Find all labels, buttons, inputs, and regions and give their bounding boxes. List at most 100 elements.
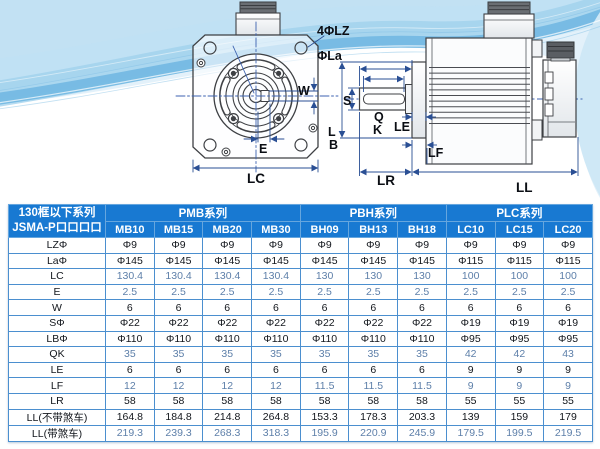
label-phila: ΦLa — [317, 49, 343, 63]
table-cell: 55 — [494, 392, 545, 410]
table-cell: 214.8 — [202, 408, 253, 426]
table-cell: Φ19 — [445, 314, 496, 332]
table-row: E 2.5 2.5 2.5 2.5 2.5 2.5 2.5 2.5 2.5 2.5 — [8, 283, 593, 301]
label-l: L — [328, 125, 336, 139]
table-cell: 268.3 — [202, 424, 253, 442]
table-row: LE 6 6 6 6 6 6 6 9 9 9 — [8, 361, 593, 379]
table-cell: 9 — [543, 361, 593, 379]
label-b: B — [329, 138, 338, 152]
table-cell: 2.5 — [543, 283, 593, 301]
table-cell: 2.5 — [202, 283, 253, 301]
model-header: LC15 — [494, 221, 545, 238]
table-cell: 220.9 — [348, 424, 399, 442]
table-cell: 2.5 — [105, 283, 155, 301]
table-cell: 6 — [299, 361, 350, 379]
table-cell: 58 — [251, 392, 301, 410]
table-cell: Φ115 — [445, 252, 496, 270]
table-cell: 199.5 — [494, 424, 545, 442]
table-cell: 2.5 — [153, 283, 204, 301]
table-cell: 2.5 — [348, 283, 399, 301]
table-cell: Φ110 — [153, 330, 204, 348]
model-header: MB20 — [202, 221, 253, 238]
label-le: LE — [394, 120, 410, 134]
table-cell: Φ110 — [299, 330, 350, 348]
row-label: E — [8, 283, 106, 301]
label-ll: LL — [516, 180, 533, 195]
dimension-drawings: 4ΦLZ ΦLa W E LC S Q K LE L B LF LR LL — [0, 0, 600, 198]
row-label: LE — [8, 361, 106, 379]
table-cell: 42 — [494, 346, 545, 363]
encoder-housing — [542, 59, 577, 138]
table-cell: Φ145 — [397, 252, 447, 270]
table-cell: 130 — [397, 268, 447, 285]
table-cell: 35 — [153, 346, 204, 363]
table-cell: Φ9 — [105, 237, 155, 254]
table-cell: 58 — [397, 392, 447, 410]
table-row: LL(不带煞车) 164.8 184.8 214.8 264.8 153.3 178.3 20… — [8, 408, 593, 426]
table-cell: 6 — [543, 299, 593, 316]
table-cell: 219.5 — [543, 424, 593, 442]
table-cell: 43 — [543, 346, 593, 363]
row-label: SΦ — [8, 314, 106, 332]
model-header: BH09 — [299, 221, 350, 238]
table-cell: Φ9 — [348, 237, 399, 254]
row-label: LL(带煞车) — [8, 424, 106, 442]
table-cell: 12 — [251, 377, 301, 394]
table-cell: Φ9 — [299, 237, 350, 254]
label-lc: LC — [247, 171, 265, 186]
table-cell: Φ110 — [348, 330, 399, 348]
table-cell: Φ9 — [251, 237, 301, 254]
table-cell: 58 — [202, 392, 253, 410]
series-header-row: 130框以下系列 JSMA-P口口口口 PMB系列 PBH系列 PLC系列 — [8, 204, 593, 238]
table-cell: 9 — [494, 377, 545, 394]
table-cell: Φ9 — [494, 237, 545, 254]
table-cell: Φ22 — [299, 314, 350, 332]
table-cell: 100 — [494, 268, 545, 285]
table-cell: 203.3 — [397, 408, 447, 426]
table-cell: 6 — [445, 299, 496, 316]
row-label: LF — [8, 377, 106, 394]
table-row: LF 12 12 12 12 11.5 11.5 11.5 9 9 9 — [8, 377, 593, 394]
table-row: LaΦ Φ145 Φ145 Φ145 Φ145 Φ145 Φ145 Φ145 Φ115 Φ115 Φ… — [8, 252, 593, 270]
row-label: LC — [8, 268, 106, 285]
label-q: Q — [374, 110, 384, 124]
table-cell: 6 — [348, 361, 399, 379]
model-header: MB10 — [105, 221, 155, 238]
model-header: MB15 — [153, 221, 204, 238]
table-cell: 9 — [445, 361, 496, 379]
motor-front-view — [175, 1, 339, 173]
table-row: LBΦ Φ110 Φ110 Φ110 Φ110 Φ110 Φ110 Φ110 Φ95 Φ95 Φ95 — [8, 330, 593, 348]
label-4philz: 4ΦLZ — [317, 24, 350, 38]
spec-table: 130框以下系列 JSMA-P口口口口 PMB系列 PBH系列 PLC系列 MB… — [8, 204, 593, 442]
table-cell: 6 — [153, 299, 204, 316]
table-cell: 130.4 — [251, 268, 301, 285]
table-cell: Φ145 — [348, 252, 399, 270]
table-cell: Φ19 — [494, 314, 545, 332]
dim-e — [243, 103, 285, 143]
table-cell: 130 — [348, 268, 399, 285]
table-cell: 55 — [543, 392, 593, 410]
table-cell: 9 — [445, 377, 496, 394]
table-cell: Φ22 — [202, 314, 253, 332]
corner-header: 130框以下系列 JSMA-P口口口口 — [8, 204, 106, 238]
row-label: LL(不带煞车) — [8, 408, 106, 426]
dim-w — [268, 77, 319, 115]
label-w: W — [298, 84, 310, 98]
label-s: S — [343, 94, 351, 108]
side-top-connector — [483, 1, 535, 39]
table-cell: 35 — [202, 346, 253, 363]
wave-background — [0, 0, 600, 198]
model-header: LC20 — [543, 221, 593, 238]
dimension-labels: 4ΦLZ ΦLa W E LC S Q K LE L B LF LR LL — [247, 24, 533, 195]
table-cell: 55 — [445, 392, 496, 410]
table-cell: 35 — [299, 346, 350, 363]
dim-lc — [192, 159, 319, 173]
table-cell: 6 — [397, 361, 447, 379]
row-label: LaΦ — [8, 252, 106, 270]
table-row: LZΦ Φ9 Φ9 Φ9 Φ9 Φ9 Φ9 Φ9 Φ9 Φ9 Φ9 — [8, 237, 593, 254]
table-cell: 6 — [105, 361, 155, 379]
model-header: BH13 — [348, 221, 399, 238]
table-cell: 195.9 — [299, 424, 350, 442]
table-cell: 58 — [348, 392, 399, 410]
